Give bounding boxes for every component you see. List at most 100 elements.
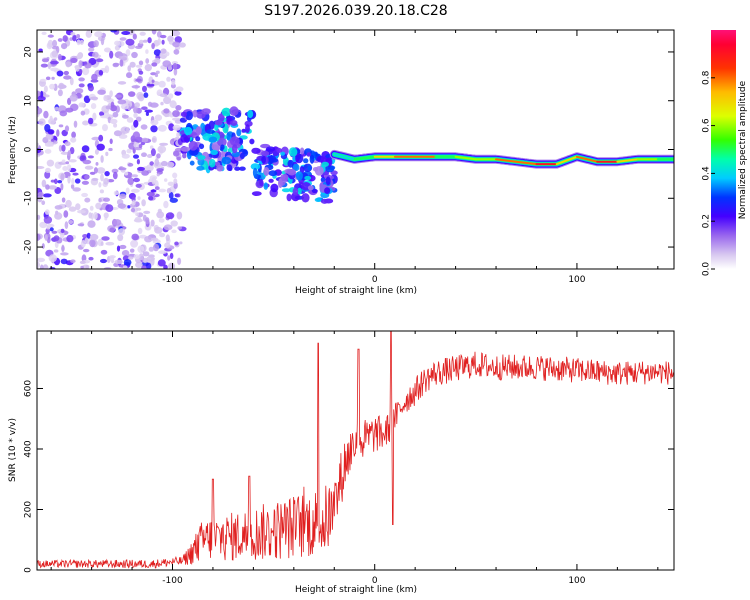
noise-blob xyxy=(69,94,78,102)
noise-blob xyxy=(86,232,91,239)
spectrogram-ylabel: Frequency (Hz) xyxy=(8,116,18,184)
noise-blob xyxy=(99,111,105,116)
noise-blob xyxy=(68,159,77,163)
transition-blob xyxy=(241,128,246,133)
noise-blob xyxy=(128,91,136,97)
snr-ticks: -100 0 100 0 200 400 600 xyxy=(24,331,674,586)
noise-blob xyxy=(68,206,77,212)
noise-blob xyxy=(137,196,141,201)
noise-blob xyxy=(105,151,109,157)
signal-point xyxy=(555,155,578,166)
noise-blob xyxy=(78,60,83,69)
noise-blob xyxy=(175,193,181,198)
noise-blob xyxy=(44,124,51,132)
noise-blob xyxy=(37,191,44,197)
noise-blob xyxy=(127,177,134,186)
y-tick-label: 0 xyxy=(24,567,34,573)
transition-blob xyxy=(198,143,205,150)
noise-blob xyxy=(159,232,166,238)
transition-blob xyxy=(299,147,305,155)
noise-blob xyxy=(44,209,50,215)
transition-blob xyxy=(263,182,269,190)
transition-blob xyxy=(218,113,225,122)
transition-blob xyxy=(236,128,242,137)
snr-panel: -100 0 100 0 200 400 600 Height of straight li… xyxy=(8,330,675,595)
transition-blob xyxy=(295,171,303,181)
noise-blob xyxy=(104,47,111,53)
noise-blob xyxy=(179,42,186,48)
noise-blob xyxy=(60,183,64,191)
noise-blob xyxy=(54,212,63,220)
signal-point xyxy=(616,158,639,163)
noise-blob xyxy=(150,119,159,126)
transition-blob xyxy=(301,193,310,203)
noise-blob xyxy=(78,77,85,82)
transition-blob xyxy=(192,109,198,118)
noise-blob xyxy=(65,61,71,68)
noise-blob xyxy=(134,216,142,222)
noise-blob xyxy=(61,43,68,50)
noise-blob xyxy=(151,30,157,35)
noise-blob xyxy=(98,134,104,142)
noise-blob xyxy=(129,248,135,253)
colorbar-gradient xyxy=(711,30,736,269)
noise-blob xyxy=(146,154,153,158)
noise-blob xyxy=(70,57,78,64)
noise-blob xyxy=(131,200,136,206)
transition-blob xyxy=(291,192,300,202)
transition-blob xyxy=(226,164,233,172)
noise-blob xyxy=(100,173,104,182)
noise-blob xyxy=(37,195,43,203)
noise-blob xyxy=(77,223,85,227)
noise-blob xyxy=(151,136,157,143)
transition-blob xyxy=(324,187,331,195)
noise-blob xyxy=(150,237,159,242)
y-tick-label: 20 xyxy=(24,46,34,58)
colorbar-ticks: 0.0 0.2 0.4 0.6 0.8 xyxy=(702,70,715,276)
noise-blob xyxy=(149,145,154,149)
noise-blob xyxy=(41,243,45,249)
noise-blob xyxy=(70,32,76,36)
noise-blob xyxy=(157,145,167,154)
noise-blob xyxy=(174,241,179,246)
noise-blob xyxy=(50,67,59,72)
noise-blob xyxy=(126,148,132,154)
colorbar-tick-label: 0.8 xyxy=(702,70,712,85)
noise-blob xyxy=(54,205,63,210)
noise-blob xyxy=(38,118,46,126)
spectrogram-content xyxy=(37,30,674,269)
noise-blob xyxy=(110,30,118,33)
noise-blob xyxy=(60,173,65,181)
transition-blob xyxy=(220,144,225,150)
noise-blob xyxy=(171,229,177,234)
noise-blob xyxy=(41,200,46,205)
signal-point xyxy=(333,153,356,161)
noise-blob xyxy=(50,60,59,65)
noise-blob xyxy=(79,155,87,162)
snr-ylabel: SNR (10 * v/v) xyxy=(8,418,18,482)
noise-blob xyxy=(71,178,75,185)
noise-blob xyxy=(43,216,53,224)
transition-blob xyxy=(297,187,302,195)
noise-blob xyxy=(174,91,182,96)
noise-blob xyxy=(105,105,112,110)
noise-blob xyxy=(131,51,138,59)
y-tick-label: -10 xyxy=(24,191,34,206)
noise-blob xyxy=(46,159,55,167)
noise-blob xyxy=(50,179,56,183)
transition-blob xyxy=(230,120,238,126)
noise-blob xyxy=(44,171,51,179)
noise-blob xyxy=(40,63,48,68)
noise-blob xyxy=(121,153,130,159)
noise-blob xyxy=(122,265,128,269)
noise-blob xyxy=(76,53,83,60)
noise-blob xyxy=(134,102,140,108)
noise-blob xyxy=(135,78,142,82)
noise-blob xyxy=(92,112,97,121)
noise-blob xyxy=(146,191,155,197)
noise-blob xyxy=(72,172,79,176)
noise-blob xyxy=(58,124,64,128)
noise-blob xyxy=(119,244,127,250)
transition-blob xyxy=(265,146,276,152)
